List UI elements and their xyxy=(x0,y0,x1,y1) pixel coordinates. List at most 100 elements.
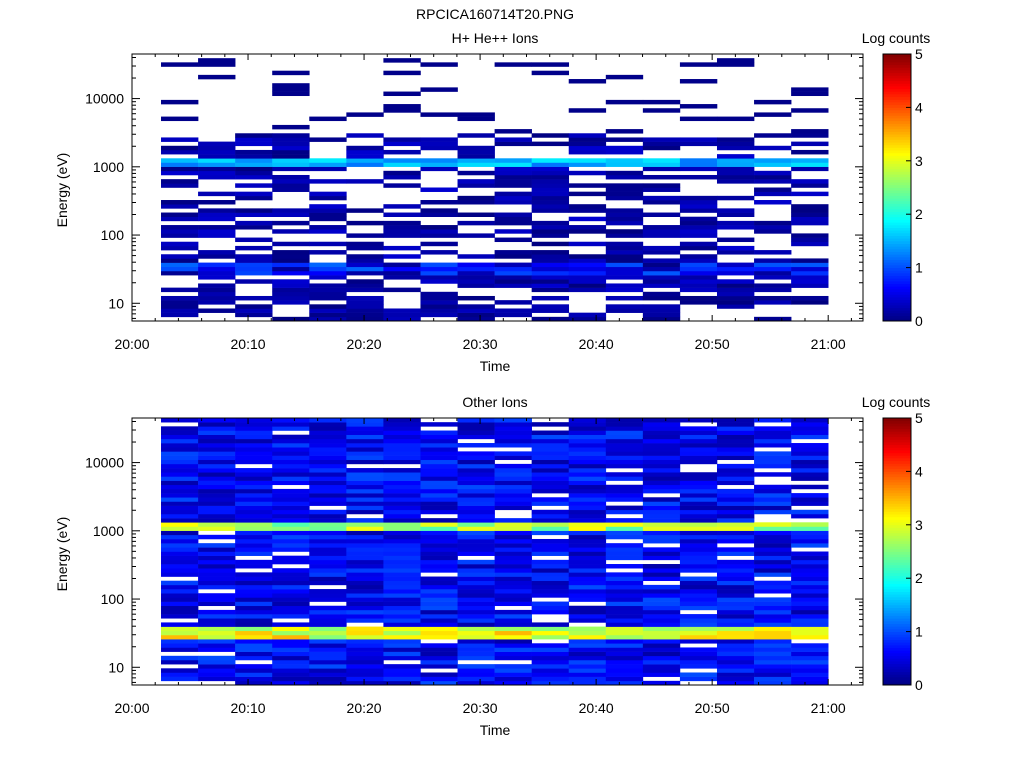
heatmap-cell xyxy=(642,162,681,167)
heatmap-cell xyxy=(383,664,421,669)
heatmap-cell xyxy=(679,672,718,677)
heatmap-cell xyxy=(457,601,495,607)
heatmap-cell xyxy=(605,162,644,167)
colorbar-segment xyxy=(883,588,911,592)
colorbar-segment xyxy=(883,522,911,526)
heatmap-cell xyxy=(679,639,718,644)
heatmap-cell xyxy=(457,434,495,440)
heatmap-cell xyxy=(791,220,829,226)
heatmap-cell xyxy=(494,505,532,511)
heatmap-cell xyxy=(383,438,421,444)
y-tick-label: 100 xyxy=(101,591,125,607)
heatmap-cell xyxy=(605,601,644,607)
heatmap-cell xyxy=(605,216,644,222)
heatmap-cell xyxy=(716,568,755,573)
heatmap-cell xyxy=(605,622,644,627)
heatmap-cell xyxy=(457,179,495,184)
heatmap-cell xyxy=(791,463,829,469)
heatmap-cell xyxy=(531,497,570,502)
colorbar-segment xyxy=(883,447,911,451)
heatmap-cell xyxy=(161,647,199,652)
heatmap-cell xyxy=(161,430,199,435)
heatmap-cell xyxy=(235,262,273,268)
colorbar-segment xyxy=(883,267,911,271)
heatmap-cell xyxy=(679,505,718,511)
heatmap-cell xyxy=(605,233,644,238)
heatmap-cell xyxy=(494,634,532,640)
heatmap-cell xyxy=(383,104,421,109)
colorbar-segment xyxy=(883,431,911,435)
heatmap-cell xyxy=(568,493,607,498)
colorbar-segment xyxy=(883,618,911,622)
heatmap-cell xyxy=(716,651,755,657)
heatmap-cell xyxy=(309,580,347,586)
heatmap-cell xyxy=(791,451,829,456)
heatmap-cell xyxy=(420,137,458,142)
colorbar-segment xyxy=(883,168,911,172)
heatmap-cell xyxy=(642,655,681,661)
heatmap-cell xyxy=(457,534,495,540)
y-tick-label: 10000 xyxy=(85,455,124,471)
heatmap-cell xyxy=(235,166,273,172)
heatmap-cell xyxy=(383,655,421,661)
heatmap-cell xyxy=(309,455,347,461)
heatmap-cell xyxy=(420,647,458,652)
heatmap-cell xyxy=(716,422,755,427)
heatmap-cell xyxy=(383,601,421,607)
heatmap-cell xyxy=(198,166,236,172)
heatmap-cell xyxy=(754,158,792,163)
axes: 20:00 20:10 20:20 20:30 20:40 20:50 21:0010100… xyxy=(85,417,864,716)
heatmap-cell xyxy=(716,468,755,473)
heatmap-cell xyxy=(791,672,829,677)
heatmap-cell xyxy=(235,195,273,201)
heatmap-cell xyxy=(568,316,607,322)
heatmap-cell xyxy=(161,580,199,586)
heatmap-cell xyxy=(494,601,532,607)
heatmap-cell xyxy=(642,291,681,297)
heatmap-cell xyxy=(531,538,570,544)
heatmap-cell xyxy=(716,676,755,682)
heatmap-cell xyxy=(457,538,495,544)
heatmap-cell xyxy=(383,316,421,322)
heatmap-cell xyxy=(494,438,532,444)
heatmap-cell xyxy=(494,493,532,498)
heatmap-cell xyxy=(161,555,199,561)
heatmap-cell xyxy=(346,538,384,544)
x-tick-label: 20:20 xyxy=(347,336,382,352)
heatmap-cell xyxy=(346,672,384,677)
heatmap-cell xyxy=(568,472,607,477)
heatmap-cell xyxy=(754,680,792,686)
heatmap-cell xyxy=(494,279,532,284)
heatmap-cell xyxy=(642,250,681,255)
heatmap-cell xyxy=(791,283,829,288)
heatmap-cell xyxy=(605,258,644,263)
heatmap-cell xyxy=(679,275,718,280)
colorbar-tick-label: 1 xyxy=(915,260,923,276)
heatmap-cell xyxy=(198,270,236,276)
heatmap-cell xyxy=(531,664,570,669)
heatmap-cell xyxy=(754,112,792,117)
colorbar-segment xyxy=(883,660,911,665)
heatmap-cell xyxy=(309,418,347,423)
colorbar-segment xyxy=(883,599,911,603)
heatmap-cell xyxy=(235,434,273,440)
heatmap-cell xyxy=(605,137,644,142)
heatmap-cell xyxy=(716,304,755,309)
heatmap-cell xyxy=(679,166,718,172)
heatmap-cell xyxy=(531,584,570,590)
heatmap-cell xyxy=(642,680,681,686)
heatmap-cell xyxy=(716,170,755,176)
heatmap-cell xyxy=(272,547,310,552)
heatmap-cell xyxy=(309,459,347,465)
heatmap-cell xyxy=(235,468,273,473)
heatmap-cell xyxy=(235,212,273,217)
heatmap-cell xyxy=(791,266,829,272)
colorbar-segment xyxy=(883,546,911,550)
heatmap-cell xyxy=(754,547,792,552)
heatmap-cell xyxy=(198,518,236,523)
heatmap-cell xyxy=(161,200,199,205)
heatmap-cell xyxy=(531,308,570,313)
heatmap-cell xyxy=(531,609,570,615)
heatmap-cell xyxy=(161,601,199,607)
heatmap-cell xyxy=(791,300,829,305)
